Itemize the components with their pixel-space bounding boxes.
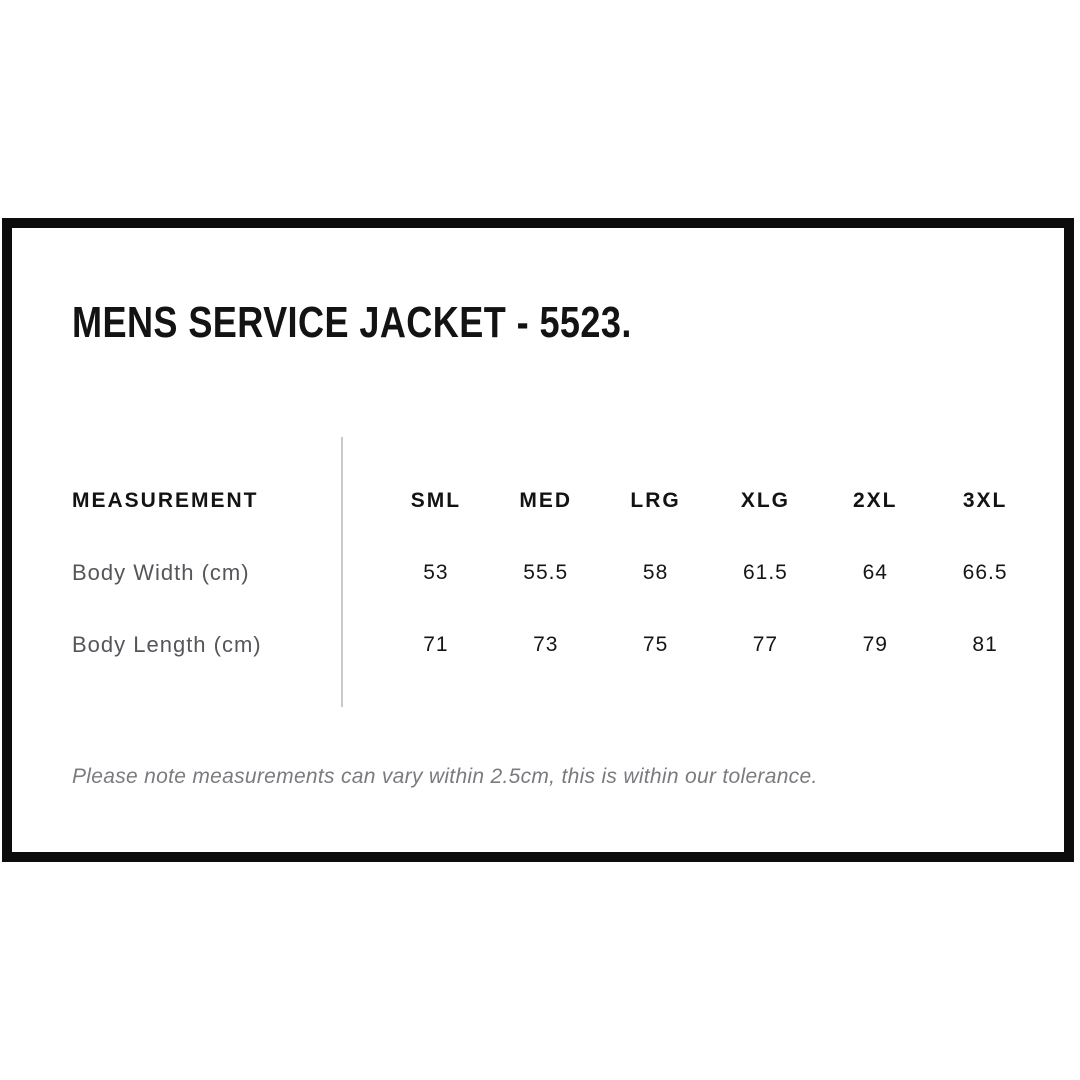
cell-value: 55.5: [523, 560, 569, 584]
table-header-row: MEASUREMENT SML MED LRG XLG 2XL 3XL: [72, 465, 1040, 537]
cell-value: 75: [642, 632, 669, 656]
cell-value: 71: [423, 632, 449, 656]
cell-value: 81: [972, 632, 998, 656]
size-header-med: MED: [519, 488, 573, 512]
table-row-body-length: Body Length (cm) 71 73 75 77 79 81: [72, 609, 1040, 681]
cell-value: 77: [752, 632, 779, 656]
body-length-cells: 71 73 75 77 79 81: [341, 633, 1040, 657]
card-content: MENS SERVICE JACKET - 5523. MEASUREMENT …: [12, 228, 1064, 852]
size-header-sml: SML: [410, 488, 462, 512]
size-header-2xl: 2XL: [852, 488, 898, 512]
size-table: MEASUREMENT SML MED LRG XLG 2XL 3XL Body…: [72, 436, 1040, 707]
cell-value: 64: [862, 560, 888, 584]
measurement-header: MEASUREMENT: [72, 488, 259, 512]
body-width-cells: 53 55.5 58 61.5 64 66.5: [341, 561, 1040, 585]
table-row-body-width: Body Width (cm) 53 55.5 58 61.5 64 66.5: [72, 537, 1040, 609]
cell-value: 73: [533, 632, 559, 656]
size-header-3xl: 3XL: [962, 488, 1008, 512]
cell-value: 79: [862, 632, 888, 656]
size-header-xlg: XLG: [740, 488, 790, 512]
size-header-cells: SML MED LRG XLG 2XL 3XL: [341, 489, 1040, 513]
cell-value: 58: [642, 560, 669, 584]
product-title: MENS SERVICE JACKET - 5523.: [72, 298, 632, 347]
tolerance-note: Please note measurements can vary within…: [72, 764, 818, 788]
column-divider: [341, 436, 343, 707]
cell-value: 53: [423, 560, 449, 584]
size-chart-card: MENS SERVICE JACKET - 5523. MEASUREMENT …: [2, 218, 1074, 862]
size-header-lrg: LRG: [630, 488, 681, 512]
cell-value: 61.5: [742, 560, 788, 584]
row-label-body-width: Body Width (cm): [72, 559, 250, 585]
cell-value: 66.5: [962, 560, 1008, 584]
row-label-body-length: Body Length (cm): [72, 631, 262, 657]
